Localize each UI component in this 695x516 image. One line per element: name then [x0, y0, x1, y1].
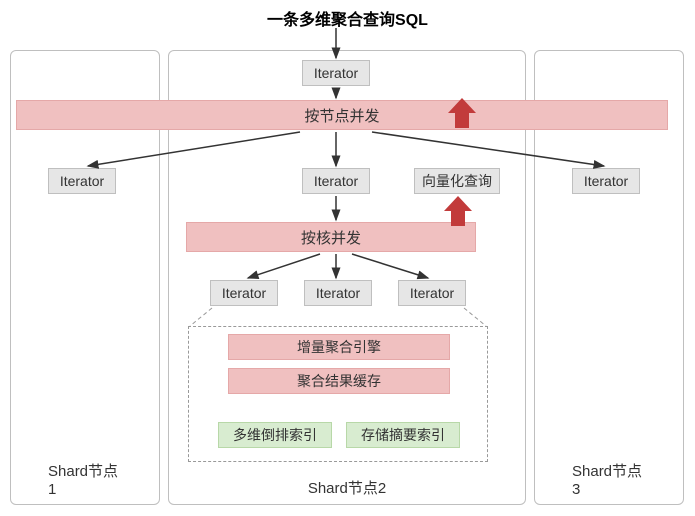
node-parallel-bar: 按节点并发	[16, 100, 668, 130]
iterator-core1: Iterator	[210, 280, 278, 306]
iterator-shard3: Iterator	[572, 168, 640, 194]
shard-1-label: Shard节点1	[48, 460, 122, 498]
iterator-core2: Iterator	[304, 280, 372, 306]
storage-summary-index: 存储摘要索引	[346, 422, 460, 448]
incremental-agg-engine: 增量聚合引擎	[228, 334, 450, 360]
shard-3-label: Shard节点3	[572, 460, 646, 498]
diagram-title: 一条多维聚合查询SQL	[267, 6, 428, 30]
vectorized-query-box: 向量化查询	[414, 168, 500, 194]
multidim-inverted-index: 多维倒排索引	[218, 422, 332, 448]
iterator-core3: Iterator	[398, 280, 466, 306]
core-parallel-bar: 按核并发	[186, 222, 476, 252]
iterator-mid: Iterator	[302, 168, 370, 194]
agg-result-cache: 聚合结果缓存	[228, 368, 450, 394]
iterator-root: Iterator	[302, 60, 370, 86]
iterator-shard1: Iterator	[48, 168, 116, 194]
shard-2-label: Shard节点2	[308, 477, 386, 498]
